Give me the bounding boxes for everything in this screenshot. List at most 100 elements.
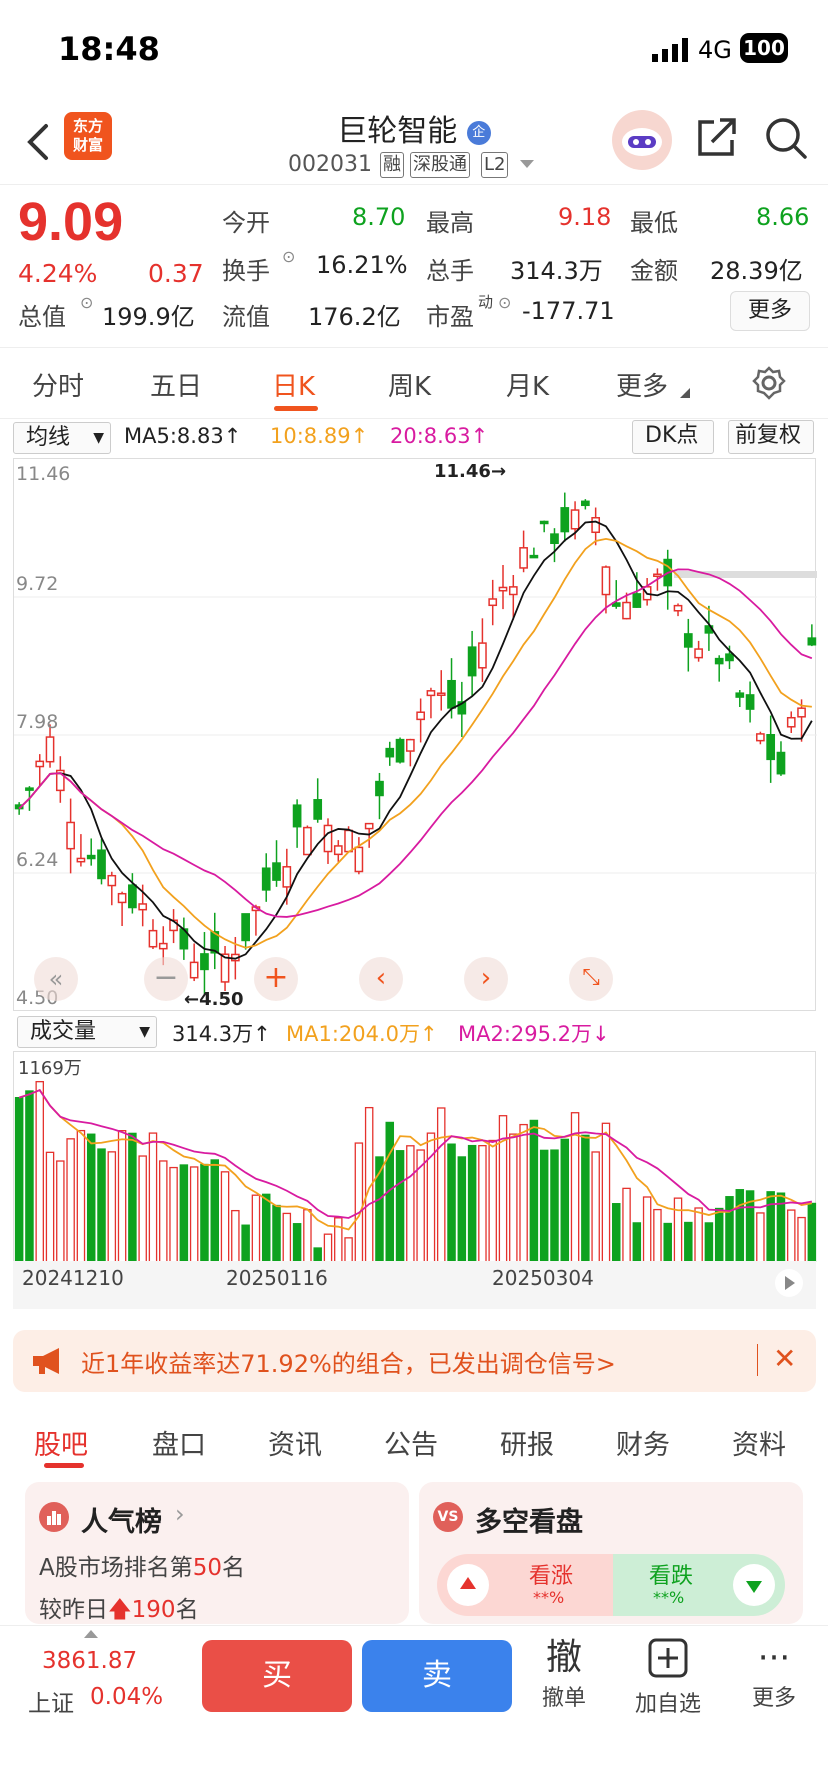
zoom-out-icon[interactable]: − xyxy=(144,957,188,1001)
bear-button[interactable]: 看跌 **% xyxy=(613,1554,785,1616)
cancel-label: 撤单 xyxy=(541,1686,586,1711)
change-amount: 0.37 xyxy=(148,259,204,288)
candlestick-chart[interactable]: 11.46 9.72 7.98 6.24 4.50 11.46→ ←4.50 «… xyxy=(13,458,817,1011)
index-pct[interactable]: 0.04% xyxy=(90,1684,164,1710)
sentiment-card[interactable]: VS 多空看盘 看涨 **% 看跌 **% xyxy=(419,1482,803,1624)
cancel-order-button[interactable]: 撤 撤单 xyxy=(524,1636,604,1712)
cancel-icon: 撤 xyxy=(545,1637,582,1678)
adjust-button[interactable]: 前复权 xyxy=(728,420,814,454)
tab-announcements[interactable]: 公告 xyxy=(384,1430,438,1461)
content-tabs: 股吧 盘口 资讯 公告 研报 财务 资料 xyxy=(0,1405,828,1475)
bull-button[interactable]: 看涨 **% xyxy=(437,1554,617,1616)
bear-label: 看跌 xyxy=(649,1564,694,1589)
chevron-down-icon[interactable] xyxy=(520,160,534,170)
tab-daily-k[interactable]: 日K xyxy=(272,372,316,402)
stock-header: 东方 财富 巨轮智能 企 002031 融 深股通 L2 xyxy=(0,100,828,184)
step-left-icon[interactable]: ‹ xyxy=(359,957,403,1001)
promo-banner[interactable]: 近1年收益率达71.92%的组合，已发出调仓信号> ✕ xyxy=(13,1330,816,1392)
tab-more-periods[interactable]: 更多 xyxy=(616,372,669,402)
index-value[interactable]: 3861.87 xyxy=(42,1648,138,1674)
quote-panel: 9.09 4.24% 0.37 总值 ⊙ 199.9亿 今开 8.70 最高 9… xyxy=(0,184,828,346)
assistant-avatar[interactable] xyxy=(612,110,672,170)
y-label-4: 6.24 xyxy=(16,849,59,871)
pe-label: 市盈 xyxy=(426,303,474,331)
status-bar: 18:48 4G 100 xyxy=(0,0,828,100)
candlestick-svg xyxy=(14,492,817,995)
last-price: 9.09 xyxy=(18,192,124,252)
tab-weekly-k[interactable]: 周K xyxy=(388,372,432,402)
date-label-1: 20241210 xyxy=(22,1266,124,1290)
info-icon[interactable]: ⊙ xyxy=(498,293,512,312)
step-right-icon[interactable]: › xyxy=(464,957,508,1001)
logo-text-2: 财富 xyxy=(72,136,103,154)
date-label-2: 20250116 xyxy=(226,1266,328,1290)
settings-icon[interactable] xyxy=(752,366,786,400)
ma5-value: MA5:8.83↑ xyxy=(124,424,242,448)
tab-profile[interactable]: 资料 xyxy=(732,1430,786,1461)
high-value: 9.18 xyxy=(558,203,612,231)
corner-arrow-icon xyxy=(680,388,690,398)
tab-forum[interactable]: 股吧 xyxy=(34,1430,88,1461)
rank-change-line: 较昨日🡅190名 xyxy=(39,1597,199,1623)
min-price-marker: ←4.50 xyxy=(184,989,244,1010)
add-watchlist-button[interactable]: 加自选 xyxy=(628,1636,708,1718)
tab-monthly-k[interactable]: 月K xyxy=(506,372,550,402)
scroll-right-icon[interactable] xyxy=(774,1268,804,1298)
caret-up-icon[interactable] xyxy=(84,1630,98,1638)
enterprise-badge: 企 xyxy=(466,120,491,145)
y-label-top: 11.46 xyxy=(16,463,71,485)
y-label-3: 7.98 xyxy=(16,711,59,733)
open-label: 今开 xyxy=(222,209,270,237)
stock-title[interactable]: 巨轮智能 企 xyxy=(0,106,828,150)
tab-order-book[interactable]: 盘口 xyxy=(152,1430,206,1461)
dk-point-button[interactable]: DK点 xyxy=(632,420,714,454)
more-quote-button[interactable]: 更多 xyxy=(730,291,810,331)
amount-label: 金额 xyxy=(630,257,678,285)
banner-text: 近1年收益率达71.92%的组合，已发出调仓信号> xyxy=(81,1350,616,1378)
add-square-icon xyxy=(648,1638,688,1678)
more-label: 更多 xyxy=(751,1686,796,1711)
index-name[interactable]: 上证 xyxy=(28,1691,74,1717)
close-icon[interactable]: ✕ xyxy=(773,1342,797,1375)
sell-button[interactable]: 卖 xyxy=(362,1640,512,1712)
chart-bar-icon xyxy=(39,1502,69,1532)
change-pct: 4.24% xyxy=(18,259,98,288)
volume-indicator-select[interactable]: 成交量 ▼ xyxy=(17,1016,157,1048)
period-tabs: 分时 五日 日K 周K 月K 更多 xyxy=(0,347,828,419)
tab-five-day[interactable]: 五日 xyxy=(150,372,203,402)
more-menu-button[interactable]: ··· 更多 xyxy=(734,1636,814,1712)
volume-chart[interactable]: 1169万 xyxy=(13,1051,817,1262)
tab-finance[interactable]: 财务 xyxy=(616,1430,670,1461)
vol-ma2-value: MA2:295.2万↓ xyxy=(458,1022,610,1046)
float-label: 流值 xyxy=(222,303,270,331)
mktcap-value: 199.9亿 xyxy=(102,303,195,331)
back-icon[interactable] xyxy=(26,122,50,162)
rank-line: A股市场排名第50名 xyxy=(39,1555,246,1581)
bull-label: 看涨 xyxy=(529,1564,574,1589)
arrow-up-icon: 🡅 xyxy=(108,1597,132,1623)
app-logo[interactable]: 东方 财富 xyxy=(64,112,112,160)
tab-research[interactable]: 研报 xyxy=(500,1430,554,1461)
pe-dynamic-sup: 动 xyxy=(478,293,494,311)
popularity-title: 人气榜 xyxy=(81,1507,162,1538)
indicator-select[interactable]: 均线 ▼ xyxy=(13,422,111,454)
buy-button[interactable]: 买 xyxy=(202,1640,352,1712)
tab-news[interactable]: 资讯 xyxy=(268,1430,322,1461)
scroll-left-fast-icon[interactable]: « xyxy=(34,957,78,1001)
chevron-right-icon: › xyxy=(175,1500,185,1528)
amount-value: 28.39亿 xyxy=(710,257,803,285)
volume-svg xyxy=(14,1081,817,1262)
search-icon[interactable] xyxy=(764,116,808,160)
info-icon[interactable]: ⊙ xyxy=(80,293,94,312)
bull-arrow-icon xyxy=(447,1564,489,1606)
info-icon[interactable]: ⊙ xyxy=(282,247,296,266)
turnover-label: 换手 xyxy=(222,257,270,285)
popularity-card[interactable]: 人气榜 › A股市场排名第50名 较昨日🡅190名 xyxy=(25,1482,409,1624)
connect-tag: 深股通 xyxy=(410,152,470,178)
vs-icon: VS xyxy=(433,1502,463,1532)
zoom-in-icon[interactable]: + xyxy=(254,957,298,1001)
share-icon[interactable] xyxy=(696,116,738,158)
open-value: 8.70 xyxy=(352,203,406,231)
fullscreen-icon[interactable]: ⤡ xyxy=(569,957,613,1001)
tab-intraday[interactable]: 分时 xyxy=(32,372,85,402)
